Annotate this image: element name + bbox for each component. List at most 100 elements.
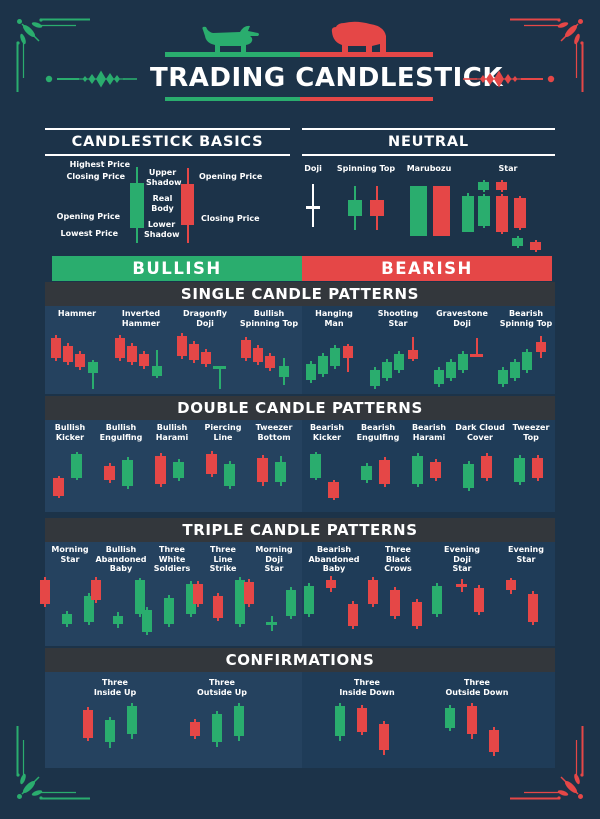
- basics-label: Real Body: [151, 194, 174, 213]
- candle-body: [470, 354, 483, 357]
- ornamental-frame-corner-icon: [510, 726, 584, 800]
- bearish-banner: BEARISH: [302, 256, 552, 281]
- candle-body: [113, 616, 123, 624]
- candle-body: [446, 362, 456, 378]
- ornamental-frame-corner-icon: [510, 18, 584, 92]
- candle-body: [310, 454, 321, 478]
- ornamental-frame-corner-icon: [16, 18, 90, 92]
- pattern-label: Three White Soldiers: [153, 545, 191, 573]
- candle-body: [75, 354, 85, 367]
- candle-body: [62, 614, 72, 624]
- candle-body: [279, 366, 289, 377]
- candle-body: [412, 602, 422, 626]
- pattern-candles: [368, 334, 428, 392]
- candle-body: [257, 458, 268, 482]
- candle-body: [155, 456, 166, 484]
- candle-body: [433, 186, 450, 236]
- candle-body: [265, 356, 275, 368]
- candle-body: [177, 336, 187, 356]
- candle-body: [445, 708, 455, 728]
- candle-body: [536, 342, 546, 352]
- basics-label: Closing Price: [66, 172, 125, 181]
- neutral-pattern-candles: [462, 180, 554, 256]
- candle-body: [213, 596, 223, 618]
- candle-body: [489, 730, 499, 752]
- pattern-candles: [249, 450, 299, 506]
- pattern-candles: [494, 578, 558, 644]
- candle-body: [498, 370, 508, 384]
- basics-label: Upper Shadow: [146, 168, 182, 187]
- candle-body: [266, 622, 277, 625]
- candle-body: [343, 346, 353, 358]
- candle-wick: [156, 350, 158, 378]
- pattern-label: Three Outside Down: [445, 678, 509, 697]
- candle-wick: [475, 338, 478, 357]
- candle-body: [382, 362, 392, 378]
- header-rule-green-bottom: [165, 97, 300, 101]
- candle-body: [253, 348, 263, 362]
- pattern-candles: [186, 703, 258, 764]
- candle-body: [115, 338, 125, 358]
- pattern-label: Three Line Strike: [209, 545, 237, 573]
- pattern-label: Piercing Line: [204, 423, 242, 442]
- pattern-candles: [96, 450, 146, 506]
- pattern-candles: [89, 577, 153, 644]
- pattern-label: Bullish Abandoned Baby: [95, 545, 147, 573]
- candle-wick: [92, 360, 94, 389]
- section-bar-confirmations: CONFIRMATIONS: [45, 648, 555, 672]
- bear-icon: [331, 21, 386, 52]
- candle-body: [510, 362, 520, 378]
- pattern-candles: [79, 703, 151, 764]
- pattern-label: Bearish Spinnig Top: [499, 309, 553, 328]
- candle-body: [318, 356, 328, 374]
- candle-body: [224, 464, 235, 486]
- candle-body: [189, 344, 199, 360]
- pattern-label: Bullish Kicker: [54, 423, 86, 442]
- pattern-candles: [175, 333, 235, 392]
- basics-candles: [0, 0, 600, 260]
- pattern-label: Three Inside Down: [339, 678, 395, 697]
- candle-wick: [412, 337, 414, 361]
- pattern-label: Bearish Abandoned Baby: [308, 545, 360, 573]
- candle-body: [467, 706, 477, 734]
- pattern-candles: [38, 577, 102, 644]
- candle-body: [152, 366, 162, 376]
- candle-body: [335, 706, 345, 736]
- candle-body: [370, 370, 380, 386]
- candle-body: [379, 724, 389, 750]
- candle-body: [201, 352, 211, 364]
- candle-body: [430, 462, 441, 478]
- candle-body: [330, 348, 340, 366]
- candle-body: [462, 196, 474, 232]
- candle-body: [190, 722, 200, 736]
- candle-body: [412, 456, 423, 484]
- pattern-label: Evening Star: [508, 545, 544, 564]
- candle-body: [481, 456, 492, 478]
- pattern-candles: [430, 578, 494, 644]
- candle-body: [522, 352, 532, 370]
- pattern-label: Bullish Spinning Top: [239, 309, 299, 328]
- candle-body: [127, 706, 137, 734]
- section-bar-single: SINGLE CANDLE PATTERNS: [45, 282, 555, 306]
- neutral-pattern-label: Doji: [304, 164, 322, 173]
- pattern-label: Three Inside Up: [93, 678, 137, 697]
- candle-body: [394, 354, 404, 370]
- section-bar-double: DOUBLE CANDLE PATTERNS: [45, 396, 555, 420]
- candle-body: [244, 582, 254, 604]
- neutral-pattern-candles: [301, 180, 325, 242]
- pattern-candles: [302, 450, 352, 506]
- candle-body: [306, 206, 320, 209]
- candle-body: [326, 580, 336, 588]
- candle-body: [286, 590, 296, 616]
- candle-body: [512, 238, 523, 246]
- candle-body: [88, 362, 98, 373]
- pattern-label: Bearish Harami: [411, 423, 447, 442]
- candle-body: [390, 590, 400, 616]
- pattern-candles: [404, 450, 454, 506]
- pattern-label: Hanging Man: [315, 309, 353, 328]
- pattern-candles: [47, 334, 107, 392]
- pattern-candles: [140, 578, 204, 644]
- basics-label: Closing Price: [201, 214, 260, 223]
- pattern-label: Bearish Kicker: [309, 423, 345, 442]
